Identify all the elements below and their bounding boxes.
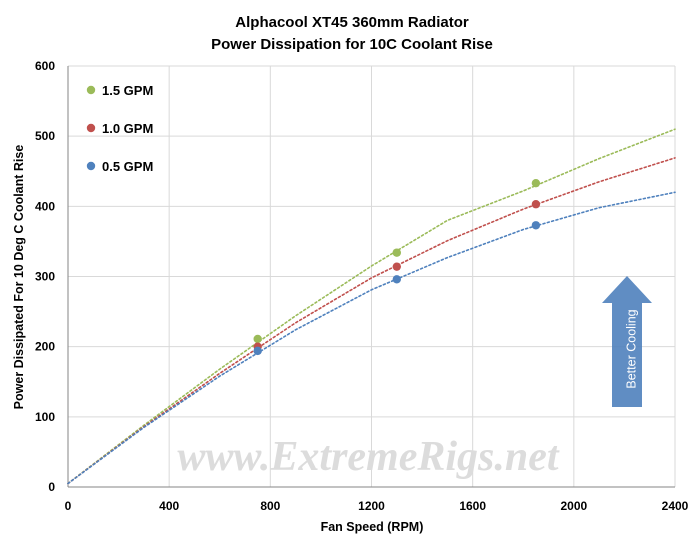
y-tick-label: 500 [35, 129, 55, 143]
chart-title: Alphacool XT45 360mm Radiator [235, 14, 469, 31]
y-axis-label: Power Dissipated For 10 Deg C Coolant Ri… [12, 145, 26, 410]
x-tick-label: 400 [159, 499, 179, 513]
better-cooling-arrow: Better Cooling [602, 276, 652, 407]
x-axis-label: Fan Speed (RPM) [321, 520, 424, 534]
y-tick-label: 100 [35, 410, 55, 424]
data-point [392, 262, 401, 271]
legend-label: 0.5 GPM [102, 159, 153, 174]
x-tick-label: 1200 [358, 499, 385, 513]
legend-label: 1.5 GPM [102, 83, 153, 98]
y-tick-label: 0 [48, 480, 55, 494]
up-arrow-icon [602, 276, 652, 407]
trendline [67, 191, 676, 485]
data-point [531, 178, 541, 188]
data-point [253, 346, 262, 356]
arrow-annotation: Better Cooling [624, 309, 638, 388]
x-tick-label: 2400 [662, 499, 689, 513]
legend-marker [86, 161, 96, 171]
trendline [67, 157, 676, 485]
grid [68, 65, 676, 487]
x-tick-label: 2000 [560, 499, 587, 513]
y-tick-label: 400 [35, 199, 55, 213]
data-point [392, 275, 401, 284]
x-tick-label: 800 [260, 499, 280, 513]
legend-marker [86, 85, 96, 95]
data-point [392, 248, 401, 257]
x-tick-label: 1600 [459, 499, 486, 513]
watermark: www.ExtremeRigs.net [177, 434, 559, 480]
data-point [531, 200, 541, 209]
legend-marker [86, 123, 96, 133]
y-tick-label: 600 [35, 59, 55, 73]
y-tick-label: 300 [35, 270, 55, 284]
trendline [67, 128, 676, 485]
legend-label: 1.0 GPM [102, 121, 153, 136]
data-point [531, 221, 541, 230]
legend: 1.5 GPM 1.0 GPM 0.5 GPM [86, 83, 153, 174]
y-tick-label: 200 [35, 340, 55, 354]
data-point [253, 334, 262, 344]
y-tick-labels: 0 100 200 300 400 500 600 [35, 59, 55, 494]
trendlines [67, 128, 676, 485]
chart-subtitle: Power Dissipation for 10C Coolant Rise [211, 36, 493, 53]
x-tick-labels: 0 400 800 1200 1600 2000 2400 [65, 499, 689, 513]
data-points [253, 178, 541, 356]
x-tick-label: 0 [65, 499, 72, 513]
